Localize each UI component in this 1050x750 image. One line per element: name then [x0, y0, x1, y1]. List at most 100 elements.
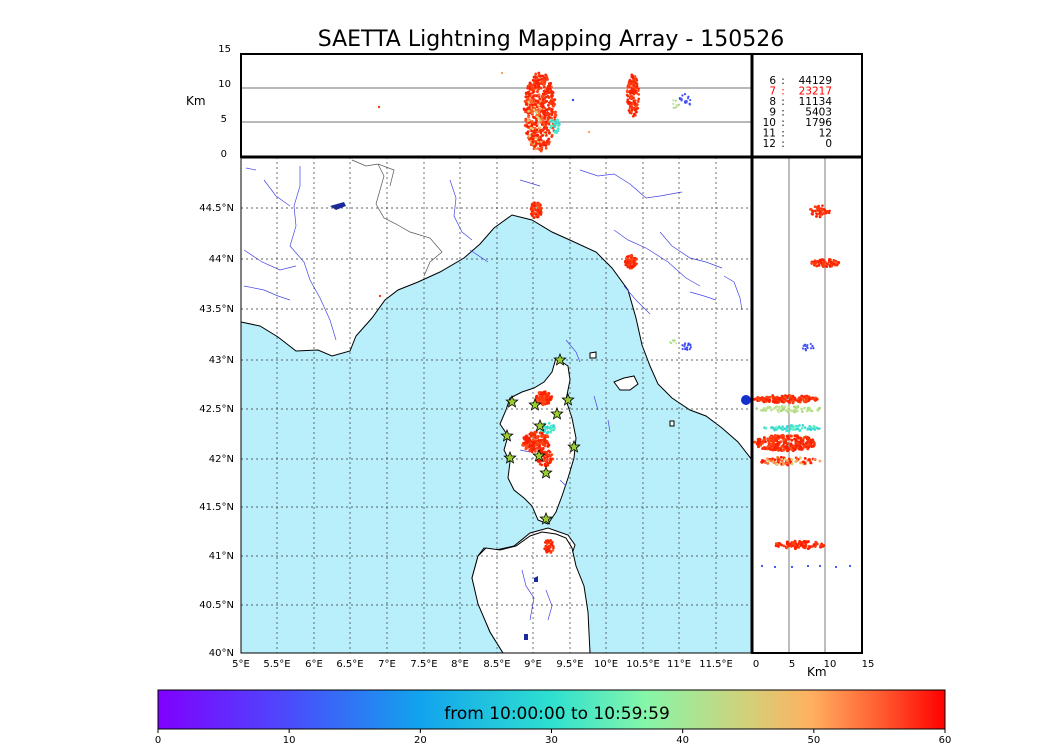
lightning-source	[556, 121, 559, 124]
lat-label: 44°N	[209, 254, 234, 265]
lightning-source	[547, 540, 550, 543]
lightning-source	[537, 100, 540, 103]
lightning-source	[528, 443, 532, 447]
lightning-source	[536, 133, 539, 137]
lightning-source	[522, 107, 526, 111]
lightning-source	[631, 86, 635, 89]
height-tick: 0	[221, 149, 227, 160]
side-x-tick: 15	[862, 659, 875, 670]
lightning-source	[546, 89, 550, 92]
lightning-source	[790, 458, 794, 461]
lightning-source	[783, 396, 787, 399]
lightning-source	[553, 125, 557, 129]
lightning-source	[535, 142, 538, 145]
lightning-source	[688, 343, 691, 346]
lightning-source	[806, 443, 810, 447]
rivers	[243, 166, 743, 621]
lightning-source	[785, 434, 789, 438]
lightning-source	[554, 122, 557, 125]
lightning-source	[631, 106, 634, 109]
lightning-source	[528, 87, 532, 91]
lightning-source	[814, 540, 818, 544]
lon-label: 8°E	[451, 659, 469, 670]
lightning-source	[629, 89, 632, 93]
lightning-source	[786, 429, 790, 432]
height-panel-sources	[377, 71, 692, 153]
lightning-source	[637, 89, 640, 92]
colorbar-tick: 50	[807, 735, 820, 746]
lightning-source	[793, 398, 797, 401]
lightning-source	[672, 340, 675, 343]
lightning-source	[545, 455, 549, 459]
lat-label: 44.5°N	[199, 203, 234, 214]
lightning-source	[813, 205, 817, 209]
lightning-source	[804, 544, 808, 548]
lightning-source	[539, 399, 543, 403]
lightning-source	[540, 116, 544, 119]
lon-label: 8.5°E	[483, 659, 510, 670]
lightning-source	[531, 111, 534, 114]
lightning-source	[808, 397, 811, 401]
lightning-source	[539, 396, 542, 400]
side-x-tick: 0	[753, 659, 759, 670]
lightning-source	[624, 263, 628, 267]
lightning-source	[789, 542, 793, 546]
lightning-source	[793, 405, 796, 409]
lightning-source	[792, 425, 795, 428]
stat-separator: :	[781, 128, 785, 140]
lightning-source	[801, 347, 805, 350]
lightning-source	[689, 346, 692, 349]
lightning-source	[629, 80, 633, 83]
lightning-source	[755, 407, 758, 410]
lightning-source	[800, 543, 803, 547]
lightning-source	[769, 442, 773, 446]
lightning-source	[544, 545, 548, 548]
lightning-source	[775, 405, 779, 408]
lightning-source	[531, 137, 535, 141]
lightning-source	[688, 102, 691, 106]
lightning-source	[549, 431, 552, 434]
lightning-source	[539, 86, 543, 90]
lightning-source	[779, 409, 783, 413]
lightning-source	[802, 436, 806, 440]
lon-label: 7.5°E	[410, 659, 437, 670]
side-x-tick: 5	[789, 659, 795, 670]
lightning-source	[802, 460, 806, 464]
lightning-source	[785, 545, 789, 549]
lightning-source	[545, 392, 549, 396]
lightning-source	[789, 424, 793, 427]
lightning-source	[634, 82, 637, 85]
lightning-source	[528, 432, 532, 436]
lightning-source	[525, 124, 529, 128]
lightning-source	[633, 108, 637, 112]
height-tick: 10	[218, 79, 231, 90]
lightning-source	[800, 394, 804, 398]
stat-separator: :	[781, 75, 785, 87]
lightning-source	[537, 112, 541, 116]
lat-label: 41°N	[209, 551, 234, 562]
lightning-source	[766, 462, 770, 465]
lightning-source	[542, 396, 546, 400]
lightning-source	[806, 547, 810, 551]
lightning-source	[545, 99, 549, 103]
lightning-source	[526, 136, 530, 139]
lightning-source	[805, 437, 809, 441]
lightning-source	[541, 94, 545, 98]
lightning-source	[527, 101, 531, 104]
lightning-source	[822, 265, 825, 268]
lightning-source	[834, 260, 838, 263]
lightning-source	[536, 103, 540, 107]
lightning-source	[809, 441, 813, 445]
star-icon	[528, 397, 542, 411]
lightning-source	[769, 435, 773, 439]
country-border	[375, 163, 443, 277]
height-tick: 5	[221, 114, 227, 125]
stat-stations: 12	[763, 138, 776, 150]
lightning-source	[782, 448, 786, 452]
lightning-source	[674, 106, 677, 109]
lightning-source	[795, 457, 799, 461]
lightning-source	[809, 439, 813, 443]
lightning-source	[536, 399, 540, 403]
lightning-source	[767, 400, 771, 404]
lightning-source	[801, 424, 805, 427]
